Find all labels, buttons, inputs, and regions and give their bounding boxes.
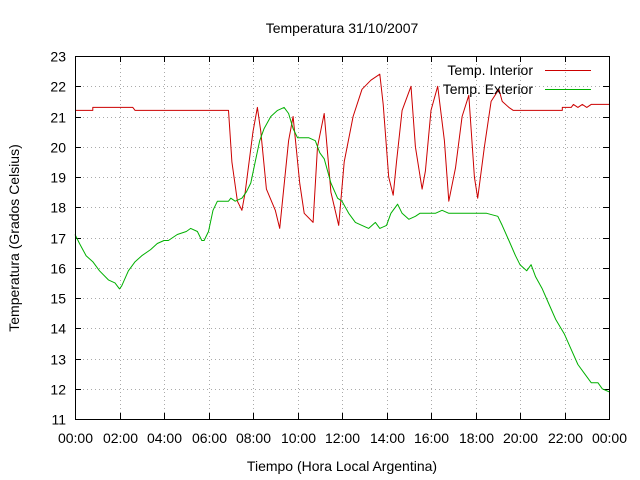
x-tick-label: 00:00	[592, 430, 627, 446]
y-tick-label: 23	[50, 49, 66, 65]
x-tick-label: 20:00	[503, 430, 538, 446]
x-tick-label: 10:00	[281, 430, 316, 446]
x-tick-label: 12:00	[325, 430, 360, 446]
y-tick-label: 16	[50, 261, 66, 277]
chart-title: Temperatura 31/10/2007	[266, 20, 419, 36]
series-line-1	[75, 73, 609, 229]
x-tick-label: 00:00	[58, 430, 93, 446]
legend-label: Temp. Exterior	[443, 81, 534, 97]
x-tick-label: 04:00	[147, 430, 182, 446]
x-tick-label: 16:00	[414, 430, 449, 446]
y-tick-label: 22	[50, 79, 66, 95]
x-tick-label: 06:00	[192, 430, 227, 446]
grid	[75, 56, 609, 419]
y-tick-label: 19	[50, 170, 66, 186]
legend: Temp. Interior Temp. Exterior	[443, 62, 591, 97]
y-tick-label: 17	[50, 231, 66, 247]
y-tick-label: 12	[50, 382, 66, 398]
y-tick-label: 18	[50, 200, 66, 216]
y-tick-label: 14	[50, 321, 66, 337]
y-axis-label: Temperatura (Grados Celsius)	[6, 144, 22, 332]
x-tick-label: 22:00	[548, 430, 583, 446]
series-lines	[74, 73, 610, 393]
y-tick-label: 21	[50, 110, 66, 126]
series-line-2	[74, 106, 610, 393]
tick-labels: 11 12 13 14 15 16 17 18 19 20 21 22 23 00:00 02:00 04:0…	[50, 49, 627, 447]
legend-label: Temp. Interior	[447, 62, 533, 78]
x-tick-label: 14:00	[370, 430, 405, 446]
x-axis-label: Tiempo (Hora Local Argentina)	[247, 458, 437, 474]
y-tick-label: 20	[50, 140, 66, 156]
x-tick-label: 02:00	[103, 430, 138, 446]
y-tick-label: 15	[50, 291, 66, 307]
x-tick-label: 08:00	[236, 430, 271, 446]
x-tick-label: 18:00	[459, 430, 494, 446]
plot-frame	[75, 56, 610, 420]
y-tick-label: 11	[51, 412, 66, 428]
y-tick-label: 13	[50, 352, 66, 368]
